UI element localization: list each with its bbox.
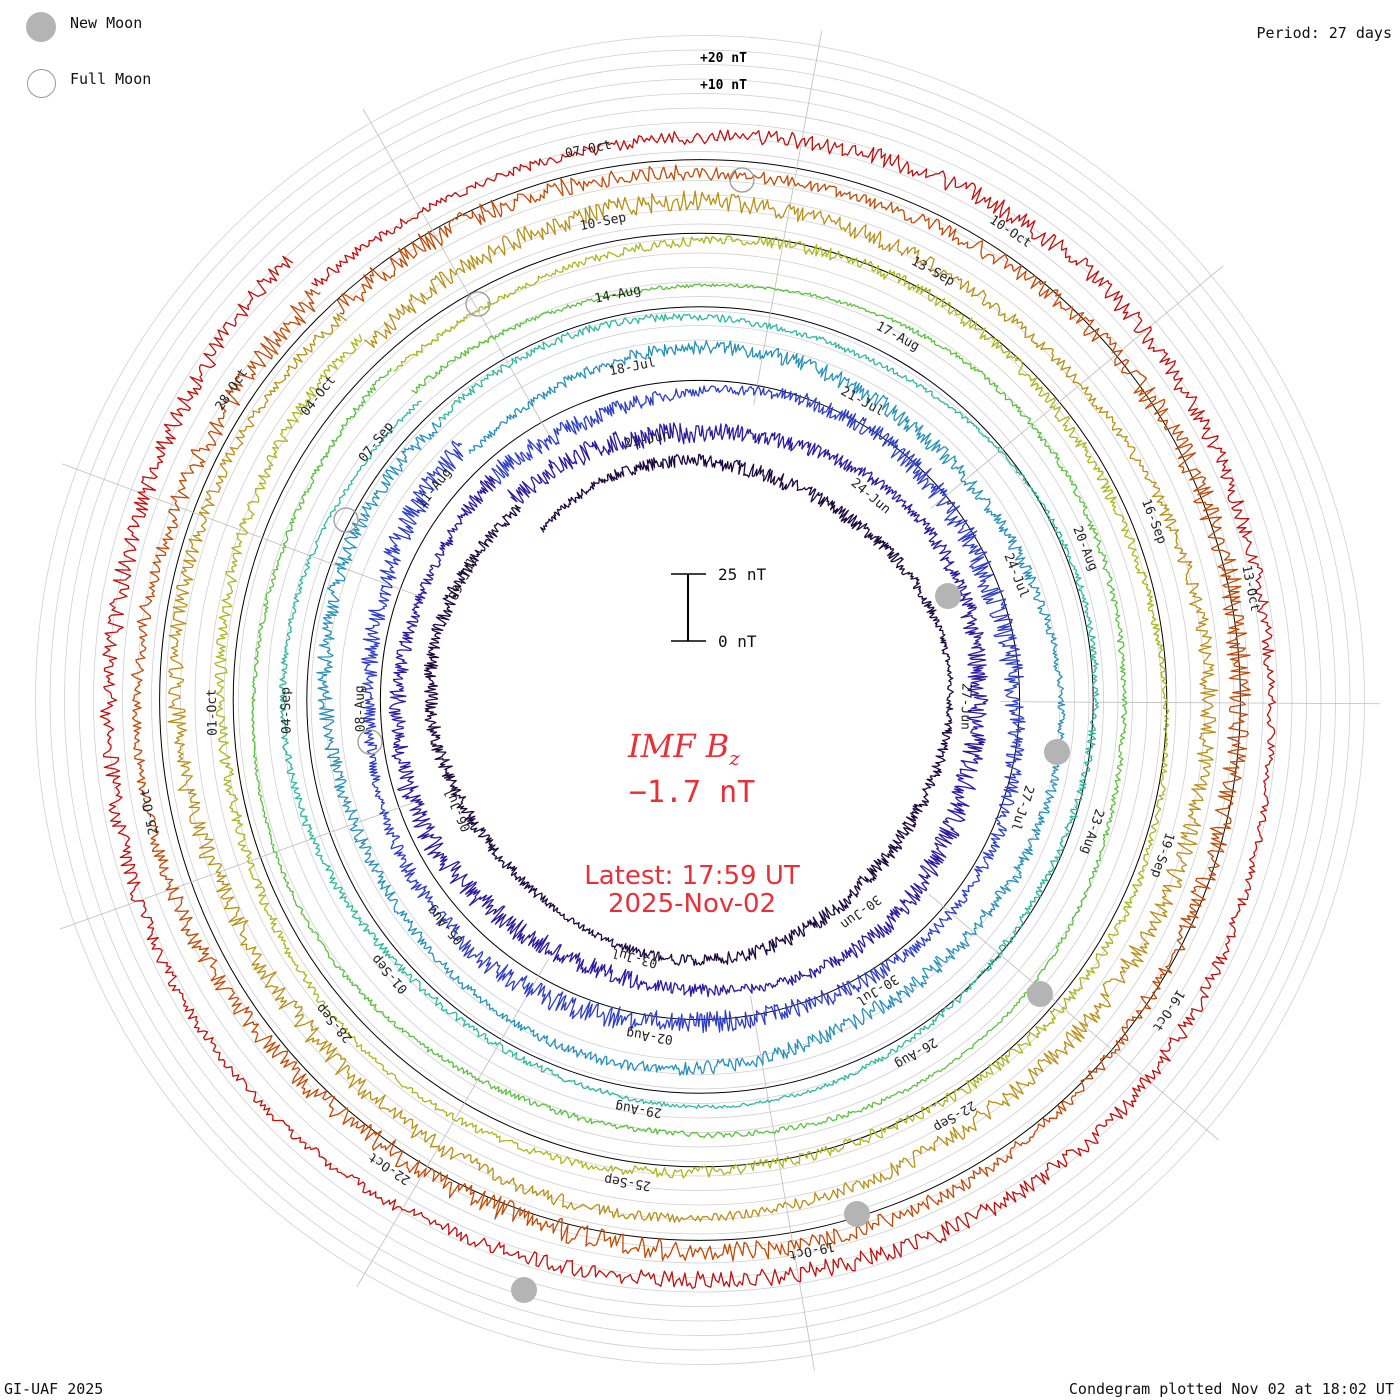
day-spokes [59,30,1380,1371]
grid-ring [122,122,1278,1278]
date-label: 29-Aug [614,1098,663,1120]
data-traces [99,129,1276,1289]
grid-ring [267,267,1133,1133]
date-label: 02-Aug [625,1025,674,1047]
date-label: 21-Jun [623,428,672,452]
grid-ring [78,78,1322,1322]
rotation-trace [316,340,1066,1076]
footer-credit: GI-UAF 2025 [4,1380,104,1398]
date-label: 04-Sep [278,687,294,735]
grid-ring [339,339,1061,1061]
grid-ring [310,310,1090,1090]
day-spoke [362,109,552,440]
center-title: IMF Bz [627,727,740,770]
date-label: 08-Aug [352,685,368,732]
new-moon-marker [1027,981,1053,1007]
scale-bar: 25 nT 0 nT [671,565,767,651]
grid-ring [165,165,1235,1235]
grid-ring [209,209,1191,1191]
date-label: 13-Oct [1238,564,1262,613]
grid-ring [325,325,1075,1075]
day-spoke [928,893,1219,1141]
new-moon-marker [1044,739,1070,765]
grid-ring [252,252,1148,1148]
grid-ring [296,296,1104,1104]
date-label: 25-Sep [603,1171,652,1193]
grid-ring [107,107,1293,1293]
grid-ring [180,180,1220,1220]
grid-ring [194,194,1206,1206]
full-moon-legend-label: Full Moon [70,70,152,88]
rotation-trace [130,164,1252,1262]
day-spoke [356,958,549,1288]
ring-scale-plus20: +20 nT [700,51,747,66]
date-label: 05-Aug [424,902,466,947]
day-spoke [750,995,815,1371]
date-label: 30-Jun [837,891,883,931]
day-spoke [753,30,823,405]
date-label: 16-Sep [1138,497,1169,546]
rotation-trace [360,384,1026,1034]
new-moon-legend-icon [26,12,56,42]
latest-date: 2025-Nov-02 [608,889,776,919]
grid-ring [49,49,1351,1351]
date-label: 25-Oct [138,787,162,836]
period-label: Period: 27 days [1256,24,1392,42]
date-label: 27-Jun [957,683,973,730]
date-label: 09-Jul [446,555,481,604]
baseline-ring [159,159,1241,1241]
footer-plot-time: Condegram plotted Nov 02 at 18:02 UT [1068,1380,1394,1398]
current-value: −1.7 nT [629,775,755,810]
grid-ring [93,93,1307,1307]
rotation-trace [99,129,1276,1289]
scale-bar-bottom-label: 0 nT [718,632,757,651]
date-label: 07-Oct [564,138,613,162]
full-moon-marker [333,507,359,533]
rotation-trace [167,190,1219,1223]
ring-scale-plus10: +10 nT [700,78,747,93]
grid-ring [64,64,1336,1336]
date-label: 14-Aug [593,283,642,307]
rotation-trace [423,453,954,967]
date-label: 24-Jun [848,476,894,518]
new-moon-marker [511,1277,537,1303]
rotation-trace [279,313,1100,1110]
baseline-ring [306,306,1094,1094]
baseline-ring [232,232,1168,1168]
new-moon-marker [844,1201,870,1227]
grid-ring [238,238,1162,1162]
date-label: 06-Jul [442,785,475,834]
day-spoke [62,463,419,597]
date-label: 16-Oct [1149,987,1187,1034]
date-label: 19-Sep [1148,830,1177,879]
full-moon-marker [465,291,491,317]
rotation-trace [251,283,1128,1139]
moon-markers [333,167,1070,1303]
full-moon-marker [357,729,383,755]
full-moon-legend-icon [27,69,56,98]
grid-ring [281,281,1119,1119]
date-label: 03-Jul [610,944,659,970]
grid-ring [35,35,1365,1365]
latest-time: Latest: 17:59 UT [584,861,800,891]
date-label: 19-Oct [787,1238,836,1262]
date-label: 22-Oct [366,1149,413,1187]
date-label: 18-Jul [608,355,657,379]
date-label: 21-Jul [838,384,886,420]
day-spoke [59,800,418,930]
day-spoke [999,701,1380,705]
rotation-trace [388,422,989,998]
ring-grid [35,35,1365,1365]
date-label: 28-Sep [313,1000,355,1045]
scale-bar-top-label: 25 nT [718,565,767,584]
date-label: 28-Oct [213,366,251,413]
day-spoke [930,265,1224,509]
new-moon-legend-label: New Moon [70,14,143,32]
full-moon-marker [729,167,755,193]
rotation-trace [214,235,1170,1179]
date-label: 01-Oct [205,689,221,736]
new-moon-marker [935,583,961,609]
